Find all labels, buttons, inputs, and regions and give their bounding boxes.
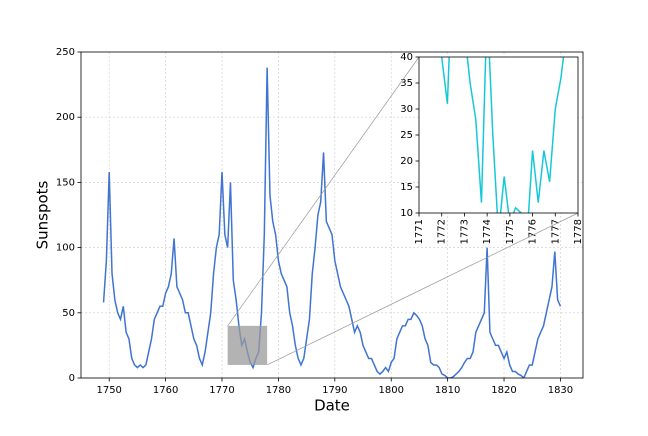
x-tick-label: 1774 (482, 219, 493, 244)
x-tick-label: 1800 (378, 385, 403, 396)
axes-frame (418, 56, 579, 214)
x-tick-label: 1810 (435, 385, 460, 396)
data-line (102, 67, 562, 378)
x-tick-label: 1773 (459, 219, 470, 244)
data-line (423, 57, 565, 213)
axes-frame (80, 51, 584, 379)
x-tick-label: 1777 (550, 219, 561, 244)
y-tick-label: 40 (400, 52, 413, 63)
y-tick-label: 100 (56, 243, 75, 254)
y-tick-label: 250 (56, 47, 75, 58)
zoom-region (227, 325, 268, 365)
y-tick-label: 10 (400, 208, 413, 219)
y-tick-label: 20 (400, 156, 413, 167)
y-tick-label: 35 (400, 78, 413, 89)
x-tick-label: 1780 (266, 385, 291, 396)
x-tick-label: 1830 (548, 385, 573, 396)
x-tick-label: 1776 (528, 219, 539, 244)
connector (266, 212, 579, 366)
x-tick-label: 1760 (153, 385, 178, 396)
y-tick-label: 0 (69, 373, 75, 384)
x-tick-label: 1775 (505, 219, 516, 244)
y-tick-label: 50 (62, 308, 75, 319)
x-tick-label: 1771 (414, 219, 425, 244)
plot-area (419, 57, 578, 213)
x-tick-label: 1772 (437, 219, 448, 244)
y-tick-label: 15 (400, 182, 413, 193)
y-axis-label: Sunspots (34, 180, 52, 249)
x-axis-label: Date (314, 397, 350, 415)
y-tick-label: 200 (56, 112, 75, 123)
connector (227, 56, 420, 327)
y-tick-label: 150 (56, 177, 75, 188)
y-tick-label: 25 (400, 130, 413, 141)
x-tick-label: 1770 (209, 385, 234, 396)
x-tick-label: 1820 (491, 385, 516, 396)
x-tick-label: 1750 (96, 385, 121, 396)
y-tick-label: 30 (400, 104, 413, 115)
x-tick-label: 1778 (573, 219, 584, 244)
x-tick-label: 1790 (322, 385, 347, 396)
